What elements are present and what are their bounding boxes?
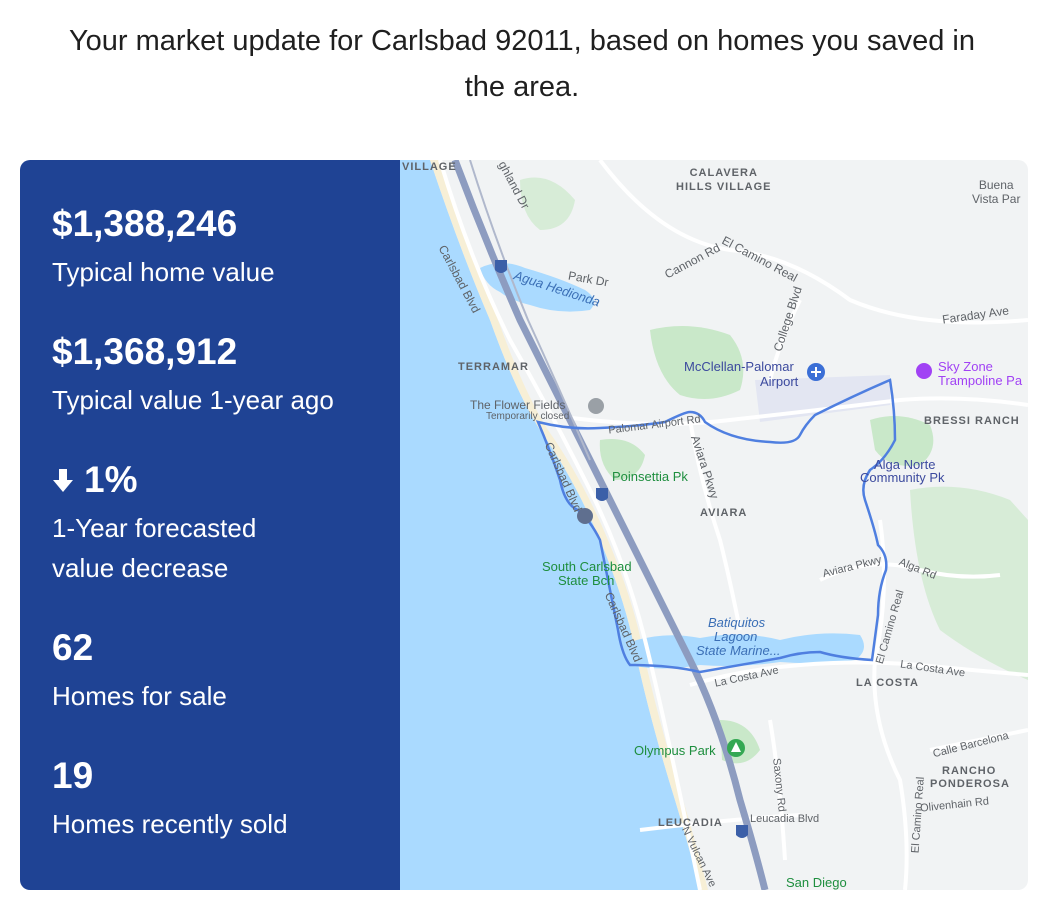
map-label-temporarily-closed: Temporarily closed bbox=[486, 411, 570, 422]
map-label-community-pk: Community Pk bbox=[860, 470, 945, 485]
map-label-poinsettia-pk: Poinsettia Pk bbox=[612, 469, 688, 484]
flower-fields-marker-icon bbox=[588, 398, 604, 414]
park-area bbox=[650, 326, 744, 399]
homes-sold-count: 19 bbox=[52, 755, 94, 796]
map-label-leucadia-blvd: Leucadia Blvd bbox=[750, 813, 820, 825]
map-label-alga-norte: Alga Norte bbox=[874, 457, 936, 472]
area-map[interactable]: VILLAGE CALAVERA HILLS VILLAGE Buena Vis… bbox=[400, 160, 1028, 890]
map-label-ponderosa: PONDEROSA bbox=[930, 778, 1010, 790]
map-label-terramar: TERRAMAR bbox=[458, 361, 529, 373]
homes-for-sale-count: 62 bbox=[52, 627, 94, 668]
map-label-san-diego: San Diego bbox=[786, 875, 847, 890]
map-label-leucadia: LEUCADIA bbox=[658, 817, 723, 829]
homes-for-sale-stat: 62 Homes for sale bbox=[52, 626, 227, 716]
park-area bbox=[910, 486, 1028, 680]
interstate-shield bbox=[736, 825, 748, 838]
intro-line-1: Your market update for Carlsbad 92011, b… bbox=[68, 25, 976, 57]
map-label-lagoon: Lagoon bbox=[714, 629, 758, 644]
ocean bbox=[400, 160, 700, 890]
homes-for-sale-label: Homes for sale bbox=[52, 681, 227, 711]
map-label-rancho: RANCHO bbox=[942, 765, 997, 777]
homes-sold-label: Homes recently sold bbox=[52, 809, 288, 839]
arrow-down-icon bbox=[53, 469, 73, 492]
agua-hedionda-lagoon bbox=[480, 263, 594, 312]
year-ago-value-stat: $1,368,912 Typical value 1-year ago bbox=[52, 330, 334, 420]
homes-sold-stat: 19 Homes recently sold bbox=[52, 754, 288, 844]
map-label-la-costa: LA COSTA bbox=[856, 677, 919, 689]
map-label-state-marine: State Marine... bbox=[696, 643, 781, 658]
map-label-south-carlsbad: South Carlsbad bbox=[542, 559, 632, 574]
market-update-intro: Your market update for Carlsbad 92011, b… bbox=[0, 18, 1044, 110]
forecast-stat: 1% 1-Year forecasted value decrease bbox=[52, 458, 256, 588]
forecast-label-line-2: value decrease bbox=[52, 553, 229, 583]
map-label-olympus-park: Olympus Park bbox=[634, 743, 716, 758]
park-area bbox=[520, 177, 575, 230]
map-graphic bbox=[400, 160, 1028, 890]
map-label-state-bch: State Bch bbox=[558, 573, 615, 588]
park-area bbox=[599, 439, 645, 480]
map-label-bressi-ranch: BRESSI RANCH bbox=[924, 415, 1020, 427]
map-label-airport: Airport bbox=[760, 374, 799, 389]
map-label-village: VILLAGE bbox=[402, 161, 457, 173]
forecast-value: 1% bbox=[84, 459, 138, 500]
intro-line-2: the area. bbox=[464, 71, 580, 103]
interstate-5 bbox=[451, 160, 769, 890]
railway bbox=[469, 160, 591, 461]
map-label-mcclellan: McClellan-Palomar bbox=[684, 359, 794, 374]
typical-home-value-stat: $1,388,246 Typical home value bbox=[52, 202, 275, 292]
typical-home-value: $1,388,246 bbox=[52, 203, 238, 244]
forecast-value-row: 1% bbox=[52, 458, 256, 502]
typical-home-value-label: Typical home value bbox=[52, 257, 275, 287]
map-label-aviara: AVIARA bbox=[700, 507, 748, 519]
year-ago-value: $1,368,912 bbox=[52, 331, 238, 372]
forecast-label-line-1: 1-Year forecasted bbox=[52, 513, 257, 543]
beach bbox=[430, 160, 708, 890]
map-label-calavera: CALAVERA HILLS VILLAGE bbox=[676, 167, 772, 193]
map-label-flower-fields: The Flower Fields bbox=[470, 398, 566, 412]
year-ago-value-label: Typical value 1-year ago bbox=[52, 385, 334, 415]
map-label-sky-zone: Sky Zone bbox=[938, 359, 993, 374]
airport-runway-area bbox=[755, 375, 890, 422]
interstate-shield bbox=[495, 260, 507, 273]
zip-boundary bbox=[535, 378, 897, 674]
sky-zone-marker-icon bbox=[916, 363, 932, 379]
stats-panel: $1,388,246 Typical home value $1,368,912… bbox=[20, 160, 400, 890]
forecast-label: 1-Year forecasted value decrease bbox=[52, 508, 256, 588]
market-card: $1,388,246 Typical home value $1,368,912… bbox=[20, 160, 1028, 890]
map-label-batiquitos: Batiquitos bbox=[708, 615, 766, 630]
map-label-buena-vista: Buena Vista Par bbox=[972, 178, 1021, 206]
interstate-shield bbox=[596, 488, 608, 501]
train-station-icon bbox=[577, 508, 593, 524]
map-label-trampoline: Trampoline Pa bbox=[938, 373, 1023, 388]
